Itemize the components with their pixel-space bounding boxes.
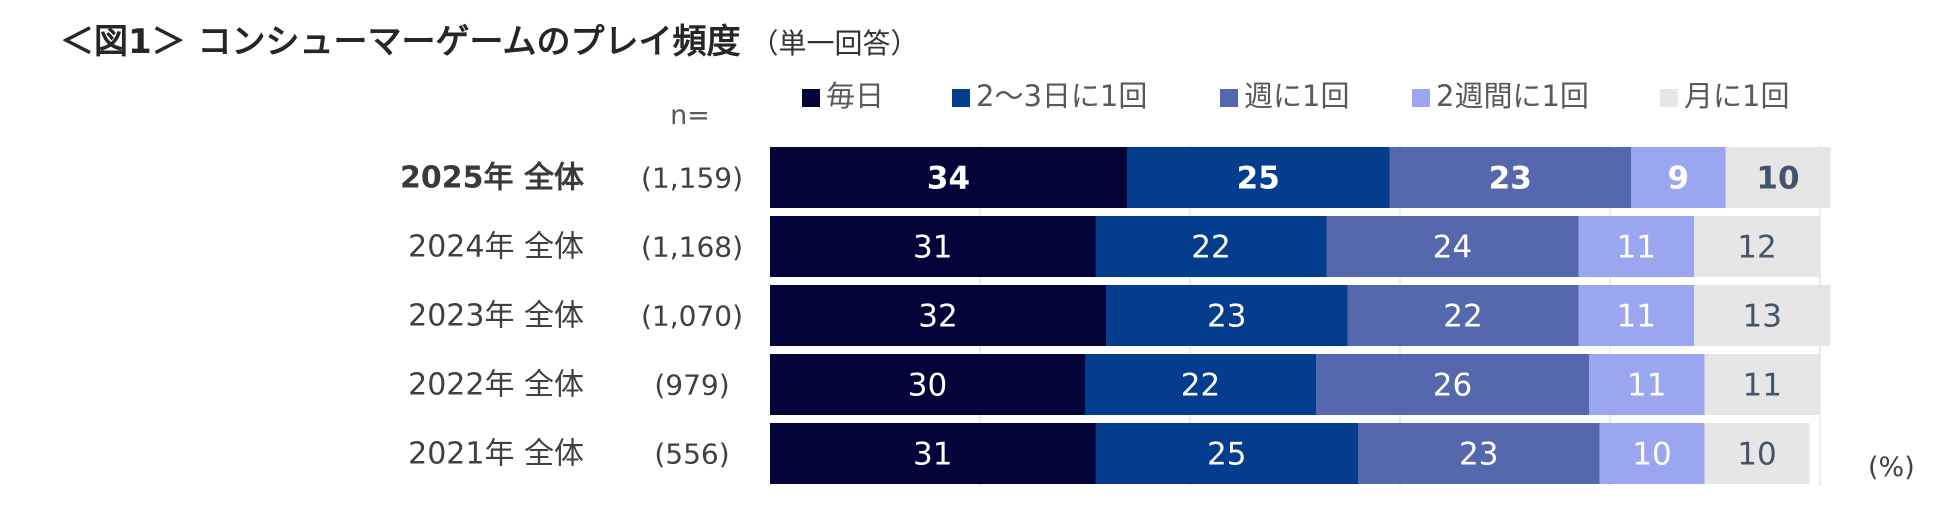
chart-title-note: （単一回答）: [750, 27, 919, 60]
data-label: 22: [1191, 230, 1230, 266]
category-label: 2024年 全体: [408, 230, 584, 265]
legend-label: 2～3日に1回: [976, 79, 1147, 113]
data-label: 11: [1743, 368, 1782, 404]
bar-segment: [770, 423, 1096, 484]
bar-segment: [1085, 354, 1316, 415]
bar-segment: [1704, 354, 1820, 415]
data-label: 10: [1737, 437, 1776, 473]
sample-size-label: (1,159): [641, 162, 743, 195]
data-label: 22: [1443, 299, 1482, 335]
data-label: 12: [1737, 230, 1776, 266]
bar-segment: [1326, 216, 1579, 277]
bar-segment: [1095, 423, 1358, 484]
chart-title: ＜図1＞ コンシューマーゲームのプレイ頻度 （単一回答）: [60, 14, 919, 63]
data-label: 9: [1667, 161, 1689, 197]
bar-segment: [1578, 285, 1694, 346]
data-label: 11: [1617, 230, 1656, 266]
data-label: 11: [1627, 368, 1666, 404]
bar-segment: [1694, 285, 1831, 346]
bar-segment: [770, 354, 1085, 415]
category-label: 2021年 全体: [408, 437, 584, 472]
data-label: 22: [1181, 368, 1220, 404]
data-label: 13: [1743, 299, 1782, 335]
bar-segment: [1389, 147, 1631, 208]
data-label: 31: [913, 230, 952, 266]
bar-segment: [1095, 216, 1327, 277]
bar-segment: [1347, 285, 1579, 346]
data-label: 23: [1489, 161, 1532, 197]
bar-segment: [1589, 354, 1705, 415]
bar-segment: [1704, 423, 1810, 484]
legend-label: 2週間に1回: [1436, 79, 1589, 113]
bar-segment: [1599, 423, 1705, 484]
data-label: 11: [1617, 299, 1656, 335]
bar-segment: [1631, 147, 1726, 208]
data-label: 23: [1459, 437, 1498, 473]
sample-size-label: (979): [654, 369, 729, 402]
legend-label: 毎日: [826, 79, 884, 113]
data-label: 23: [1207, 299, 1246, 335]
unit-label: (%): [1868, 452, 1915, 483]
chart-title-main: ＜図1＞ コンシューマーゲームのプレイ頻度: [60, 22, 741, 62]
sample-size-label: (1,070): [641, 300, 743, 333]
bar-segment: [1578, 216, 1694, 277]
data-label: 10: [1756, 161, 1799, 197]
bar-segment: [770, 285, 1106, 346]
n-header: n=: [670, 100, 710, 131]
data-label: 25: [1207, 437, 1246, 473]
bar-segment: [1106, 285, 1348, 346]
legend-swatch: [802, 89, 820, 107]
legend-swatch: [952, 89, 970, 107]
data-label: 25: [1237, 161, 1280, 197]
data-label: 34: [927, 161, 970, 197]
bar-segment: [1316, 354, 1589, 415]
bar-segment: [1127, 147, 1390, 208]
data-label: 10: [1632, 437, 1671, 473]
data-label: 30: [908, 368, 947, 404]
category-label: 2025年 全体: [400, 161, 585, 196]
data-label: 26: [1433, 368, 1472, 404]
bar-segment: [770, 147, 1127, 208]
legend-swatch: [1412, 89, 1430, 107]
bar-segment: [770, 216, 1096, 277]
legend-label: 週に1回: [1244, 79, 1349, 113]
legend-swatch: [1220, 89, 1238, 107]
category-label: 2022年 全体: [408, 368, 584, 403]
sample-size-label: (556): [654, 438, 729, 471]
bar-segment: [1725, 147, 1831, 208]
data-label: 24: [1433, 230, 1472, 266]
category-label: 2023年 全体: [408, 299, 584, 334]
data-label: 31: [913, 437, 952, 473]
data-label: 32: [918, 299, 957, 335]
legend-label: 月に1回: [1684, 79, 1789, 113]
sample-size-label: (1,168): [641, 231, 743, 264]
bar-segment: [1694, 216, 1820, 277]
bar-segment: [1358, 423, 1600, 484]
legend-swatch: [1660, 89, 1678, 107]
